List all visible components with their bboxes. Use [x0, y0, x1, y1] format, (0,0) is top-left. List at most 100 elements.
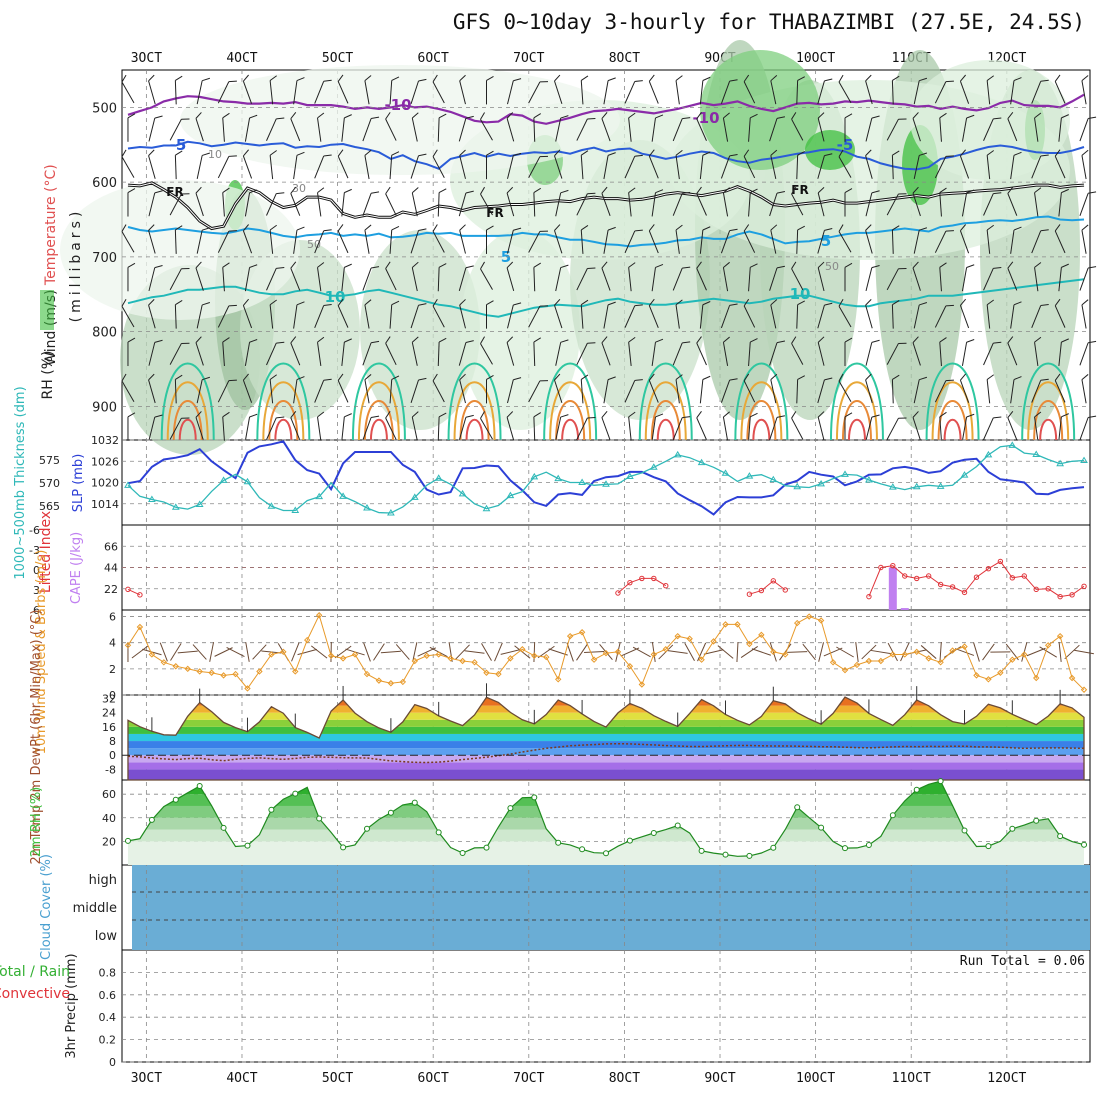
- barb-flag: [290, 186, 297, 194]
- barb-flag: [682, 341, 691, 344]
- surface-wind-barb: [481, 643, 492, 661]
- barb-flag: [655, 189, 664, 194]
- barb-flag: [1088, 266, 1097, 269]
- wind-barb: [290, 411, 301, 441]
- wind-barb: [886, 267, 907, 291]
- wind-barb: [865, 373, 873, 404]
- thickness-point: [482, 504, 491, 512]
- barb-staff: [217, 156, 230, 179]
- pressure-unit-label: (millibars): [68, 208, 84, 323]
- barb-staff: [317, 267, 322, 292]
- wind-barb: [337, 373, 349, 403]
- barb-flag: [797, 76, 805, 81]
- isotherm-dome: [943, 418, 962, 441]
- barb-staff: [1058, 117, 1062, 142]
- barb-staff: [242, 305, 253, 329]
- barb-flag: [459, 149, 466, 156]
- barb-staff: [651, 267, 656, 292]
- wind-barb: [554, 74, 563, 104]
- barb-flag: [480, 336, 485, 344]
- wind-speed-point: [889, 651, 897, 658]
- barb-flag: [465, 414, 474, 418]
- wind-speed-point: [782, 651, 789, 658]
- barb-flag: [824, 227, 833, 231]
- wind-speed-point: [662, 646, 669, 653]
- surface-wind-barb: [395, 644, 410, 660]
- barb-flag: [1013, 77, 1022, 82]
- rh-point: [411, 799, 418, 806]
- barb-staff: [411, 267, 418, 292]
- barb-staff: [1010, 155, 1015, 180]
- barb-flag: [1081, 224, 1089, 231]
- barb-staff: [1007, 118, 1018, 142]
- wind-barb: [244, 264, 258, 292]
- wind-barb: [817, 112, 825, 142]
- barb-flag: [797, 300, 805, 306]
- barb-staff: [337, 81, 349, 104]
- barb-staff: [196, 155, 203, 180]
- barb-staff: [817, 230, 825, 254]
- wind-barb: [796, 150, 805, 180]
- barb-flag: [539, 155, 549, 158]
- wind-barb: [437, 188, 447, 217]
- upper-air-ylabel-part: Temperature (°C): [43, 164, 59, 289]
- barb-flag: [181, 118, 190, 120]
- barb-flag: [628, 411, 636, 418]
- barb-staff: [459, 379, 466, 404]
- rh-point: [603, 850, 609, 857]
- surface-wind-barb: [1074, 649, 1094, 655]
- wind-barb: [886, 118, 907, 141]
- wind-barb: [222, 112, 230, 142]
- barb-staff: [364, 155, 370, 180]
- barb-flag: [195, 336, 202, 343]
- wind-barb: [769, 116, 786, 142]
- wind-barb: [554, 224, 563, 254]
- isotherm-dome: [644, 381, 687, 441]
- barb-staff: [480, 268, 493, 290]
- wind-barb: [675, 299, 683, 329]
- lifted-index-point: [782, 587, 788, 593]
- wind-barb: [195, 112, 204, 142]
- barb-flag: [148, 74, 155, 82]
- wind-barb: [696, 336, 707, 366]
- barb-flag: [269, 150, 277, 156]
- barb-flag: [222, 337, 230, 343]
- wind-speed-point: [973, 672, 980, 679]
- rh-shading: [460, 230, 580, 430]
- barb-flag: [1013, 226, 1022, 231]
- wind-barb: [148, 190, 163, 217]
- wind-barb: [699, 375, 711, 404]
- barb-staff: [169, 193, 182, 216]
- temp-tick-label: 32: [102, 693, 116, 706]
- barb-flag: [411, 112, 419, 119]
- wind-barb: [314, 154, 332, 179]
- surface-wind-barb: [1064, 644, 1080, 660]
- wind-barb: [939, 112, 947, 142]
- wind-barb: [675, 224, 683, 254]
- wind-speed-point: [399, 678, 407, 686]
- wind-barb: [217, 379, 237, 403]
- rh-point: [889, 812, 896, 819]
- barb-staff: [362, 267, 372, 291]
- wind-barb: [341, 263, 352, 292]
- precip-legend-total: Total / Rain: [0, 964, 70, 980]
- barb-staff: [244, 342, 251, 366]
- wind-barb: [624, 304, 643, 328]
- wind-barb: [743, 373, 756, 403]
- barb-flag: [750, 263, 758, 268]
- barb-flag: [1088, 116, 1097, 120]
- barb-staff: [410, 379, 419, 403]
- upper-air-ylabel: Wind (m/s) Temperature (°C): [43, 164, 59, 366]
- precip-tick-label: 0.4: [99, 1011, 117, 1024]
- barb-flag: [776, 415, 786, 418]
- surface-wind-barb: [159, 642, 168, 662]
- barb-staff: [603, 230, 609, 254]
- wind-barb: [743, 149, 756, 179]
- bottom-axis-tick-label: 6OCT: [418, 1071, 449, 1086]
- rh-point: [387, 809, 394, 816]
- barb-flag: [344, 263, 352, 268]
- wind-barb: [912, 186, 921, 217]
- wind-speed-point: [1033, 674, 1040, 682]
- wind-barb: [480, 112, 493, 141]
- barb-staff: [196, 304, 203, 329]
